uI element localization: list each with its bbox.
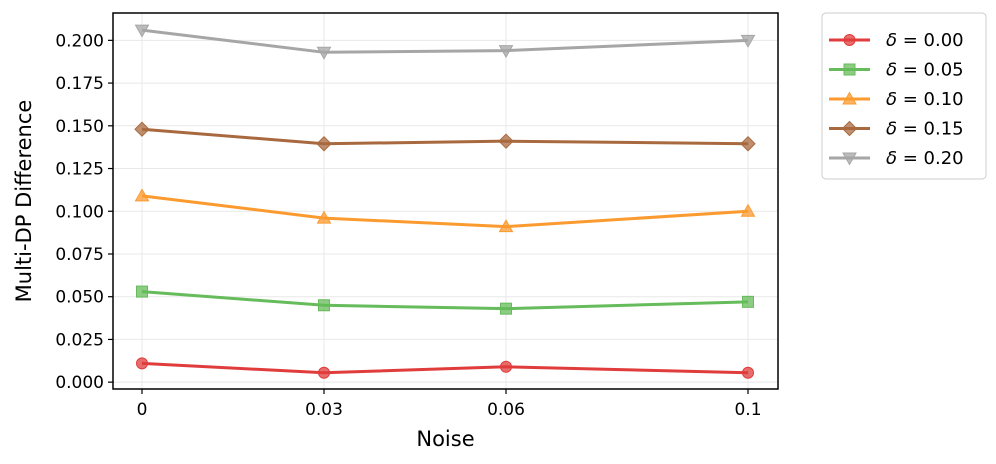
legend-label: δ = 0.10	[886, 89, 964, 110]
y-tick-label: 0.000	[55, 373, 104, 393]
data-point	[498, 45, 514, 59]
series-4	[134, 24, 756, 60]
data-point	[318, 299, 330, 312]
x-tick-label: 0.06	[487, 400, 525, 420]
data-point	[134, 188, 150, 202]
legend-item: δ = 0.05	[829, 60, 964, 81]
data-point	[498, 133, 514, 149]
data-point	[740, 203, 756, 217]
series-0	[136, 357, 754, 379]
data-point	[316, 136, 332, 152]
legend-label: δ = 0.05	[886, 60, 964, 81]
data-point	[136, 285, 148, 298]
x-tick-label: 0.1	[734, 400, 761, 420]
legend-label: δ = 0.00	[886, 30, 964, 51]
y-axis: 0.000 0.025 0.050 0.075 0.100 0.125 0.150 0.175…	[55, 31, 113, 393]
data-point	[742, 366, 754, 379]
y-tick-label: 0.175	[55, 74, 104, 94]
y-tick-label: 0.025	[55, 330, 104, 350]
legend-marker	[843, 63, 856, 76]
series-line	[141, 361, 749, 375]
data-point	[740, 136, 756, 152]
series-line	[141, 127, 749, 146]
data-point	[316, 210, 332, 224]
data-point	[134, 24, 150, 38]
data-point	[134, 121, 150, 137]
y-tick-label: 0.125	[55, 160, 104, 180]
data-point	[316, 46, 332, 60]
legend-item: δ = 0.10	[829, 89, 964, 110]
data-point	[742, 295, 754, 308]
legend-marker	[841, 120, 858, 137]
legend-item: δ = 0.00	[829, 30, 964, 51]
series-2	[134, 188, 756, 233]
legend: δ = 0.00 δ = 0.05 δ = 0.10 δ = 0.15 δ = 0.20	[821, 12, 987, 180]
legend-marker	[842, 152, 857, 166]
y-tick-label: 0.075	[55, 245, 104, 265]
data-point	[500, 302, 512, 315]
y-tick-label: 0.050	[55, 288, 104, 308]
series-1	[136, 285, 754, 315]
series-group	[134, 24, 756, 379]
data-point	[500, 360, 512, 373]
series-line	[141, 28, 749, 54]
data-point	[318, 366, 330, 379]
series-line	[141, 194, 749, 229]
series-3	[134, 121, 756, 152]
y-tick-label: 0.150	[55, 117, 104, 137]
legend-marker	[843, 34, 856, 46]
y-axis-title: Multi-DP Difference	[12, 100, 36, 303]
y-tick-label: 0.200	[55, 31, 104, 51]
plot-frame	[112, 12, 779, 390]
grid-lines	[113, 13, 778, 389]
series-line	[141, 290, 749, 311]
legend-item: δ = 0.15	[829, 119, 964, 140]
legend-box	[821, 12, 987, 180]
legend-item: δ = 0.20	[829, 148, 964, 169]
y-tick-label: 0.100	[55, 202, 104, 222]
legend-label: δ = 0.15	[886, 119, 964, 140]
legend-marker	[842, 91, 857, 105]
data-point	[740, 34, 756, 48]
x-axis: 0 0.03 0.06 0.1	[137, 389, 762, 420]
data-point	[136, 357, 148, 370]
legend-label: δ = 0.20	[886, 148, 964, 169]
x-tick-label: 0.03	[305, 400, 343, 420]
x-tick-label: 0	[137, 400, 148, 420]
data-point	[498, 219, 514, 233]
x-axis-title: Noise	[416, 427, 474, 451]
